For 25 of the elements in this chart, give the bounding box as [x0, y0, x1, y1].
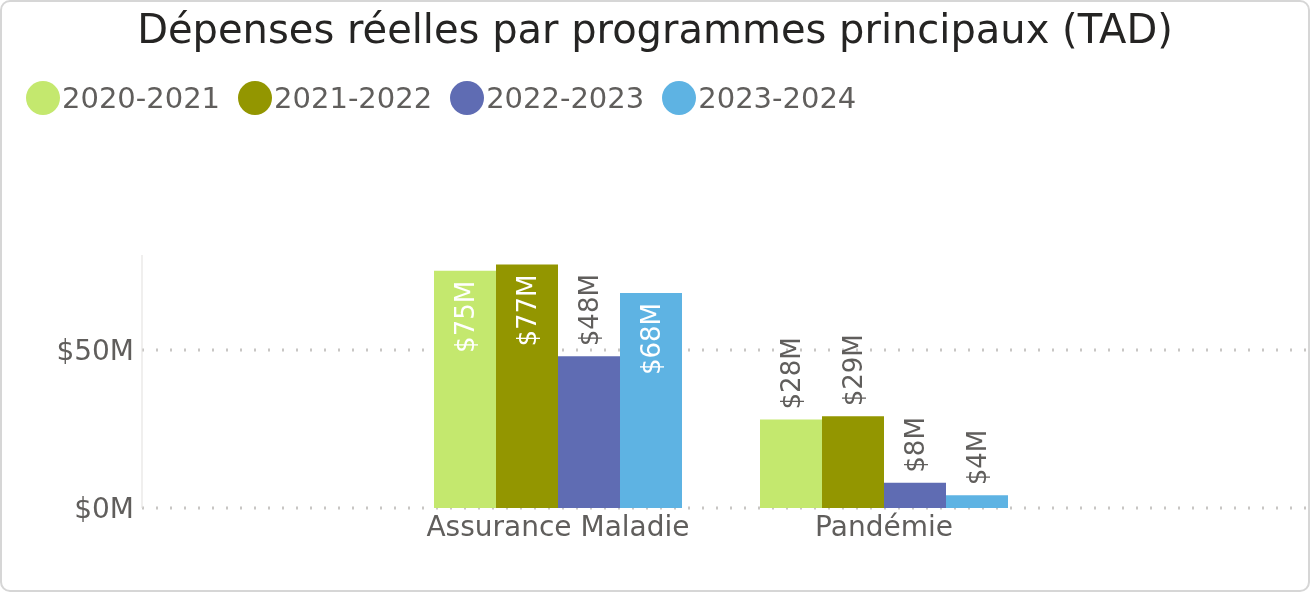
bar — [496, 264, 558, 508]
chart-title: Dépenses réelles par programmes principaux (TAD) — [136, 6, 1174, 54]
bar — [434, 270, 496, 508]
legend-label: 2022-2023 — [486, 81, 645, 115]
bar — [946, 495, 1008, 508]
data-label: $8M — [900, 417, 930, 473]
y-tick-label: $0M — [74, 491, 134, 525]
bar — [558, 356, 620, 508]
legend-label: 2023-2024 — [698, 81, 857, 115]
bar — [620, 292, 682, 508]
data-label: $4M — [962, 429, 992, 486]
y-tick-label: $50M — [56, 333, 134, 367]
legend-label: 2020-2021 — [62, 81, 221, 115]
data-label: $29M — [838, 334, 868, 407]
x-tick-label: Assurance Maladie — [426, 509, 690, 543]
data-label: $75M — [450, 280, 480, 353]
data-label: $28M — [776, 337, 806, 410]
data-label: $77M — [512, 274, 542, 347]
bar — [884, 482, 946, 508]
bar — [760, 419, 822, 508]
data-label: $68M — [636, 302, 666, 376]
data-label: $48M — [574, 274, 604, 347]
legend-label: 2021-2022 — [274, 81, 433, 115]
x-tick-label: Pandémie — [815, 509, 953, 543]
bar — [822, 416, 884, 508]
